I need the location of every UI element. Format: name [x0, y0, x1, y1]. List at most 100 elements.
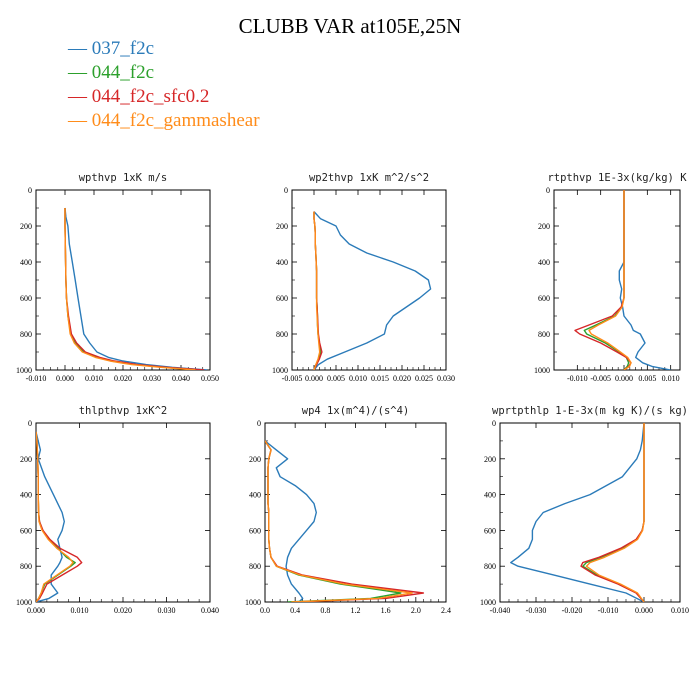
series-line	[574, 190, 632, 370]
y-tick-label: 600	[276, 294, 288, 303]
panel-title: thlpthvp 1xK^2	[79, 405, 168, 417]
y-tick-label: 800	[249, 562, 261, 571]
panel-title: rtpthvp 1E-3x(kg/kg) K	[547, 172, 687, 184]
x-tick-label: 0.025	[415, 374, 433, 383]
series-line	[618, 190, 671, 370]
panel-title: wp2thvp 1xK m^2/s^2	[309, 172, 429, 184]
plot-frame	[264, 422, 447, 603]
y-tick-label: 0	[492, 419, 496, 428]
x-tick-label: -0.040	[490, 606, 511, 615]
series-line	[36, 431, 74, 602]
x-tick-label: -0.010	[26, 374, 47, 383]
x-tick-label: 0.000	[56, 374, 74, 383]
y-tick-label: 200	[276, 222, 288, 231]
y-tick-label: 400	[538, 258, 550, 267]
chart-panel: wprtpthlp 1-E-3x(m kg K)/(s kg) -0.040 -0.…	[480, 405, 689, 615]
series-line	[313, 211, 432, 370]
legend-entry: — 044_f2c_gammashear	[68, 109, 260, 133]
y-tick-label: 600	[249, 526, 261, 535]
chart-panel: thlpthvp 1xK^2 0.000 0.010 0.020 0.030 0.040 0…	[16, 405, 219, 615]
legend-swatch: —	[68, 86, 92, 107]
y-tick-label: 400	[484, 491, 496, 500]
y-tick-label: 800	[20, 330, 32, 339]
plot-frame	[499, 422, 681, 603]
legend-label: 044_f2c_sfc0.2	[91, 86, 210, 107]
plot-frame	[291, 189, 447, 371]
y-tick-label: 600	[20, 294, 32, 303]
legend-swatch: —	[68, 110, 92, 131]
series-line	[585, 423, 645, 602]
x-tick-label: 2.4	[441, 606, 451, 615]
y-tick-label: 1000	[480, 598, 496, 607]
y-tick-label: 1000	[16, 598, 32, 607]
x-tick-label: 0.040	[172, 374, 190, 383]
y-tick-label: 0	[546, 186, 550, 195]
panel-title: wpthvp 1xK m/s	[79, 172, 168, 184]
x-tick-label: 0.030	[158, 606, 176, 615]
x-tick-label: 0.010	[671, 606, 689, 615]
x-tick-label: 0.015	[371, 374, 389, 383]
x-tick-label: 0.000	[27, 606, 45, 615]
series-line	[64, 207, 208, 370]
x-tick-label: 0.030	[437, 374, 455, 383]
y-tick-label: 0	[257, 419, 261, 428]
y-tick-label: 800	[276, 330, 288, 339]
legend-swatch: —	[68, 62, 92, 83]
y-tick-label: 0	[284, 186, 288, 195]
series-line	[265, 440, 402, 602]
x-tick-label: 0.005	[327, 374, 345, 383]
x-tick-label: 0.010	[349, 374, 367, 383]
legend-label: 044_f2c_gammashear	[91, 110, 260, 131]
y-tick-label: 600	[20, 526, 32, 535]
series-line	[313, 211, 321, 370]
x-tick-label: 0.010	[71, 606, 89, 615]
series-line	[64, 208, 196, 370]
chart-panel: rtpthvp 1E-3x(kg/kg) K -0.010 -0.005 0.000 0…	[534, 172, 687, 383]
x-tick-label: 0.000	[305, 374, 323, 383]
y-tick-label: 0	[28, 419, 32, 428]
x-tick-label: 0.020	[393, 374, 411, 383]
x-tick-label: 0.0	[260, 606, 270, 615]
y-tick-label: 200	[249, 455, 261, 464]
y-tick-label: 0	[28, 186, 32, 195]
chart-panel: wpthvp 1xK m/s -0.010 0.000 0.010 0.020 0.030…	[16, 172, 219, 383]
chart-panel: wp4 1x(m^4)/(s^4) 0.0 0.4 0.8 1.2 1.6 2.0 2.4 0 2…	[245, 405, 451, 615]
plot-frame	[35, 189, 211, 371]
y-tick-label: 800	[538, 330, 550, 339]
y-tick-label: 200	[20, 222, 32, 231]
y-tick-label: 200	[20, 455, 32, 464]
y-tick-label: 600	[538, 294, 550, 303]
x-tick-label: -0.005	[282, 374, 303, 383]
y-tick-label: 1000	[534, 366, 550, 375]
x-tick-label: 0.005	[638, 374, 656, 383]
series-line	[265, 440, 317, 602]
panel-title: wprtpthlp 1-E-3x(m kg K)/(s kg)	[492, 405, 688, 417]
legend-entry: — 037_f2c	[68, 37, 260, 61]
legend-entry: — 044_f2c	[68, 61, 260, 85]
x-tick-label: -0.020	[562, 606, 583, 615]
x-tick-label: -0.005	[590, 374, 611, 383]
x-tick-label: 0.050	[201, 374, 219, 383]
y-tick-label: 200	[484, 455, 496, 464]
legend-label: 044_f2c	[91, 62, 155, 83]
series-line	[510, 423, 645, 602]
y-tick-label: 200	[538, 222, 550, 231]
y-tick-label: 1000	[16, 366, 32, 375]
page-title: CLUBB VAR at105E,25N	[238, 14, 462, 38]
y-tick-label: 400	[20, 258, 32, 267]
x-tick-label: -0.010	[567, 374, 588, 383]
legend: — 037_f2c — 044_f2c — 044_f2c_sfc0.2 — 0…	[68, 37, 260, 133]
x-tick-label: -0.030	[526, 606, 547, 615]
x-tick-label: 0.020	[114, 374, 132, 383]
y-tick-label: 800	[484, 562, 496, 571]
y-tick-label: 1000	[272, 366, 288, 375]
series-line	[64, 208, 205, 370]
legend-label: 037_f2c	[91, 38, 155, 59]
y-tick-label: 400	[249, 491, 261, 500]
legend-swatch: —	[68, 38, 92, 59]
x-tick-label: 0.000	[635, 606, 653, 615]
x-tick-label: 0.010	[662, 374, 680, 383]
chart-panel: wp2thvp 1xK m^2/s^2 -0.005 0.000 0.005 0.010…	[272, 172, 455, 383]
x-tick-label: 1.6	[381, 606, 391, 615]
